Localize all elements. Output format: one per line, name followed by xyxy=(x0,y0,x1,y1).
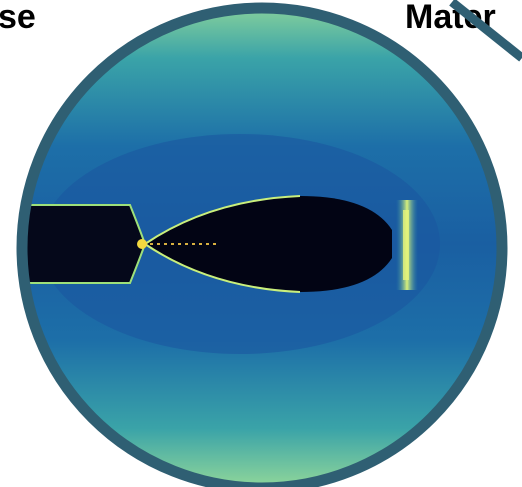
figure: se Mater xyxy=(0,0,522,487)
simulation-image xyxy=(0,0,522,487)
left-label: se xyxy=(0,0,36,36)
page: se Mater (() => { const data = JSON.pars… xyxy=(0,0,522,487)
